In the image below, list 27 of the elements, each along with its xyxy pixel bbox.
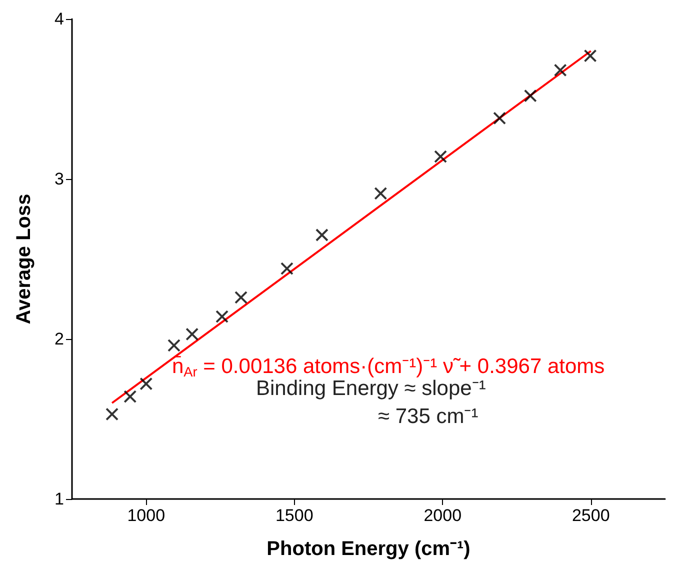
y-tick-label: 1 — [54, 490, 64, 508]
x-axis-title: Photon Energy (cm⁻¹) — [266, 538, 470, 560]
point — [167, 338, 180, 352]
y-tick-label: 4 — [54, 10, 64, 28]
y-axis-title: Average Loss — [13, 194, 35, 324]
point — [524, 89, 537, 102]
point — [554, 64, 567, 77]
point — [140, 377, 153, 390]
point — [315, 228, 328, 242]
point — [434, 150, 448, 164]
point — [186, 328, 199, 341]
point — [584, 49, 597, 62]
point — [374, 186, 388, 200]
point — [234, 290, 248, 304]
annotation: ≈ 735 cm⁻¹ — [378, 405, 478, 428]
point — [124, 390, 137, 404]
x-tick-label: 2000 — [424, 506, 462, 525]
x-tick-label: 1500 — [275, 506, 314, 525]
point — [280, 262, 294, 276]
y-tick-label: 2 — [54, 330, 64, 348]
point — [216, 310, 229, 324]
point — [106, 408, 119, 421]
y-tick-label: 3 — [54, 170, 64, 188]
x-tick-label: 2500 — [572, 506, 610, 525]
annotation: Binding Energy ≈ slope⁻¹ — [256, 377, 486, 400]
point — [493, 112, 506, 125]
x-tick-label: 1000 — [127, 506, 166, 525]
